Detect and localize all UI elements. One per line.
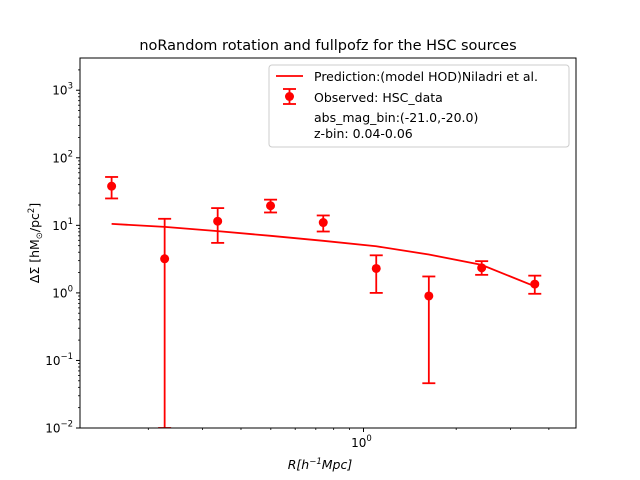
y-tick-label-exponent: 0 — [68, 284, 73, 294]
y-axis-label-post: ] — [27, 203, 42, 208]
observed-point — [424, 291, 434, 301]
x-tick-label-base: 10 — [351, 436, 366, 450]
y-tick-label-exponent: 2 — [68, 149, 73, 159]
x-tick-label-exponent: 0 — [366, 434, 371, 444]
y-axis-label-subscript: ⊙ — [35, 232, 45, 239]
y-tick-label: 10−2 — [45, 420, 73, 436]
x-axis-label-base: R[h — [288, 457, 310, 472]
y-axis-label-pre: ΔΣ [hM — [27, 239, 42, 283]
observed-point — [107, 181, 117, 191]
y-tick-label: 10−1 — [45, 352, 73, 368]
y-tick-label-base: 10 — [45, 422, 60, 436]
y-axis-label: ΔΣ [hM⊙/pc2] — [27, 203, 45, 283]
legend-annotation-z-bin: z-bin: 0.04-0.06 — [314, 126, 413, 141]
x-axis-label: R[h−1Mpc] — [288, 457, 353, 472]
y-tick-label-exponent: 1 — [68, 217, 73, 227]
legend-entry-observed: Observed: HSC_data — [314, 90, 443, 105]
prediction-line — [111, 223, 536, 288]
legend-marker-swatch — [285, 92, 294, 101]
y-axis-label-mid: /pc — [27, 213, 42, 232]
observed-point — [160, 254, 170, 264]
legend-annotation-mag-bin: abs_mag_bin:(-21.0,-20.0) — [314, 110, 478, 125]
x-tick-label: 100 — [351, 434, 372, 450]
y-tick-label: 101 — [52, 217, 73, 233]
y-tick-label-base: 10 — [52, 84, 67, 98]
y-tick-label-base: 10 — [52, 219, 67, 233]
observed-point — [371, 263, 381, 273]
y-tick-label-exponent: −1 — [60, 352, 73, 362]
chart-title: noRandom rotation and fullpofz for the H… — [139, 38, 516, 54]
x-axis-label-superscript: −1 — [309, 457, 322, 467]
observed-point — [266, 201, 276, 211]
observed-point — [530, 279, 540, 289]
y-tick-label-exponent: 3 — [68, 82, 73, 92]
legend: Prediction:(model HOD)Niladri et al. Obs… — [268, 64, 570, 148]
observed-point — [318, 218, 328, 228]
observed-point — [477, 263, 487, 273]
legend-entry-prediction: Prediction:(model HOD)Niladri et al. — [314, 69, 538, 84]
y-tick-label: 100 — [52, 284, 73, 300]
plot-area-frame — [79, 57, 577, 429]
y-tick-label: 102 — [52, 149, 73, 165]
y-tick-label-base: 10 — [52, 286, 67, 300]
x-axis-label-rest: Mpc] — [322, 457, 353, 472]
y-tick-label-base: 10 — [45, 354, 60, 368]
y-tick-label-base: 10 — [52, 151, 67, 165]
observed-point — [213, 216, 223, 226]
y-tick-label: 103 — [52, 82, 73, 98]
y-axis-label-superscript: 2 — [27, 208, 37, 213]
plot-data-layer — [105, 176, 542, 428]
y-tick-label-exponent: −2 — [60, 420, 73, 430]
legend-frame — [268, 64, 570, 148]
